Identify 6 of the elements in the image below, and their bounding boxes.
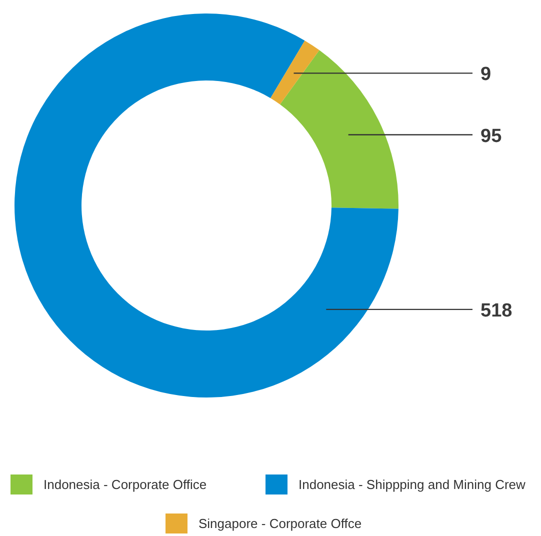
data-label: 9 <box>480 64 492 86</box>
data-label: 95 <box>480 126 502 147</box>
legend-label: Indonesia - Shippping and Mining Crew <box>298 477 526 492</box>
legend-label: Indonesia - Corporate Office <box>44 477 207 492</box>
data-label: 518 <box>480 300 512 322</box>
legend-label: Singapore - Corporate Offce <box>198 516 362 531</box>
